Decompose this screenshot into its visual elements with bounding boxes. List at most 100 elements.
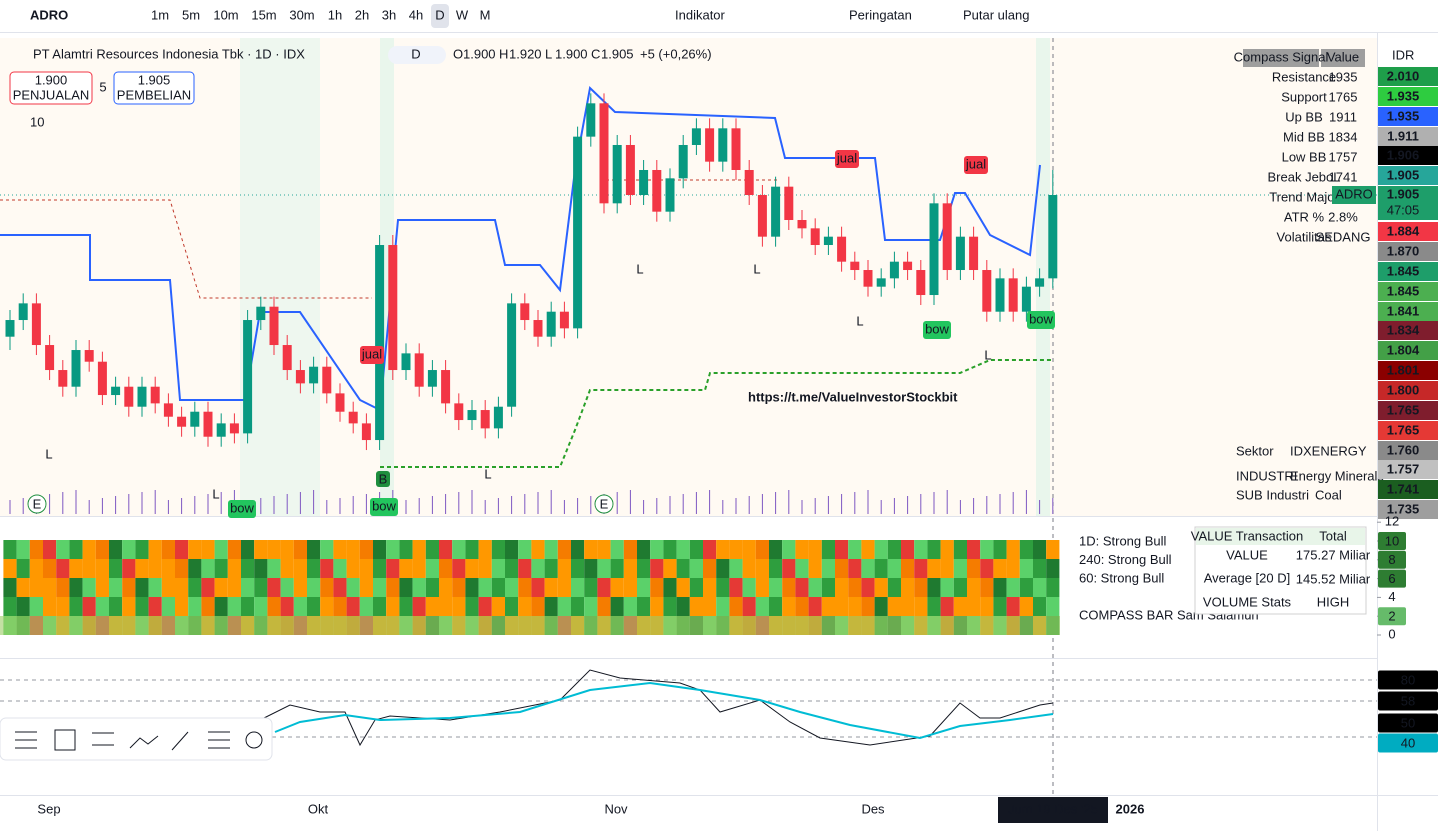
compass-cell [953, 540, 967, 559]
compass-cell [188, 578, 202, 597]
bar-axis: 10 [1385, 533, 1399, 548]
compass-cell [887, 578, 901, 597]
interval[interactable]: 10m [213, 7, 238, 22]
compass-cell [188, 597, 202, 616]
compass-cell [861, 597, 875, 616]
compass-cell [201, 578, 215, 597]
candle-body [388, 245, 398, 371]
compass-cell [346, 559, 360, 578]
compass-cell [29, 540, 43, 559]
compass-cell [452, 559, 466, 578]
candle-body [995, 278, 1005, 312]
time-cursor: Jum 19 Des '25 [1008, 801, 1098, 816]
compass-cell [874, 559, 888, 578]
signal-value: 1834 [1329, 129, 1358, 144]
candle-body [520, 303, 530, 321]
bar-axis-bg [1378, 569, 1406, 588]
ohlc-label: O [453, 46, 463, 61]
candle-body [375, 245, 385, 441]
compass-cell [769, 559, 783, 578]
toolbar-button[interactable]: Peringatan [849, 7, 912, 22]
compass-cell [676, 578, 690, 597]
compass-cell [967, 578, 981, 597]
compass-cell [267, 540, 281, 559]
buy-signal: bow [372, 498, 396, 513]
rsi-axis: 50 [1401, 715, 1415, 730]
currency: IDR [1392, 47, 1414, 62]
compass-cell [188, 559, 202, 578]
buy-signal-bg [1027, 311, 1055, 329]
zone-shade [1036, 38, 1050, 516]
low-marker: L [212, 486, 219, 501]
stats-value: 145.52 Miliar [1296, 571, 1371, 586]
price-tag-bg [1378, 480, 1438, 499]
candle-body [480, 410, 490, 429]
compass-cell [808, 597, 822, 616]
sell-label: PENJUALAN [13, 87, 90, 102]
interval[interactable]: D [435, 7, 444, 22]
interval[interactable]: 5m [182, 7, 200, 22]
rsi-axis: 80 [1401, 672, 1415, 687]
interval[interactable]: 30m [289, 7, 314, 22]
compass-cell [742, 597, 756, 616]
toolbar-button[interactable]: Putar ulang [963, 7, 1030, 22]
earnings-bg [594, 494, 614, 514]
candle-body [150, 386, 160, 404]
compass-cell [439, 578, 453, 597]
bar-axis: 4 [1388, 589, 1395, 604]
compass-cell [254, 578, 268, 597]
compass-cell [716, 578, 730, 597]
drawing-tool[interactable] [245, 731, 263, 749]
bar-signal: 60: Strong Bull [1079, 570, 1164, 585]
compass-cell [940, 559, 954, 578]
interval[interactable]: 15m [251, 7, 276, 22]
compass-cell [43, 540, 57, 559]
interval[interactable]: W [456, 7, 469, 22]
interval[interactable]: M [480, 7, 491, 22]
compass-cell [597, 559, 611, 578]
drawing-toolbar[interactable] [0, 717, 273, 761]
compass-cell [835, 559, 849, 578]
compass-cell [637, 578, 651, 597]
compass-cell [214, 559, 228, 578]
interval[interactable]: 1h [328, 7, 342, 22]
compass-cell [280, 559, 294, 578]
compass-cell [29, 597, 43, 616]
interval[interactable]: 2h [355, 7, 369, 22]
candle-body [876, 278, 886, 287]
compass-cell [161, 597, 175, 616]
ohlc-value: 1.905 [601, 46, 634, 61]
compass-cell [821, 597, 835, 616]
compass-cell [650, 540, 664, 559]
badge-bg [388, 46, 446, 64]
candle-body [361, 423, 371, 441]
table-header-bg [1321, 49, 1365, 67]
compass-cell [623, 578, 637, 597]
candle-body [348, 411, 358, 424]
compass-cell [993, 578, 1007, 597]
compass-cell [3, 578, 17, 597]
low-marker: L [856, 313, 863, 328]
compass-cell [465, 578, 479, 597]
price-tag-bg [1378, 146, 1438, 165]
interval[interactable]: 4h [409, 7, 423, 22]
compass-cell [571, 597, 585, 616]
compass-cell [861, 578, 875, 597]
compass-cell [623, 559, 637, 578]
compass-cell [914, 559, 928, 578]
interval[interactable]: 1m [151, 7, 169, 22]
signal-label: Volatilitas [1277, 229, 1332, 244]
low-marker: L [45, 446, 52, 461]
toolbar-button[interactable]: Indikator [675, 7, 726, 22]
compass-cell [597, 540, 611, 559]
compass-cell [769, 540, 783, 559]
candle-body [599, 103, 609, 204]
zone-shade [240, 38, 320, 516]
compass-cell [663, 597, 677, 616]
compass-cell [610, 597, 624, 616]
sub-label: SUB Industri [1236, 487, 1309, 502]
interval[interactable]: 3h [382, 7, 396, 22]
price-tag: 1.757 [1387, 461, 1420, 476]
compass-cell [914, 597, 928, 616]
